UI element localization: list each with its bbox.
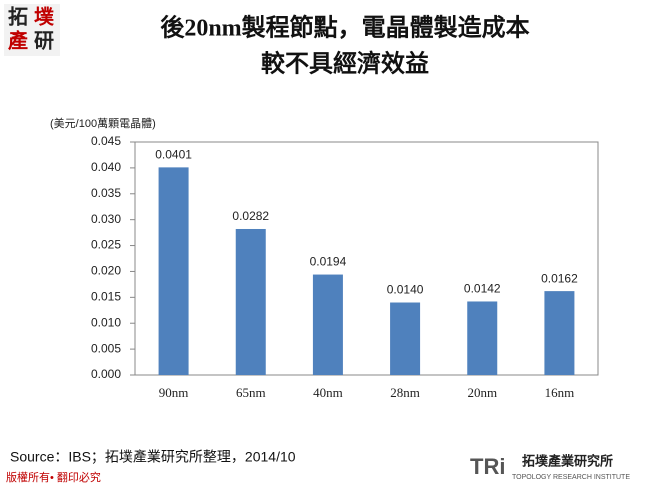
y-tick-label: 0.040 xyxy=(91,160,121,174)
y-axis-label: (美元/100萬顆電晶體) xyxy=(50,117,156,130)
brand-sub: TOPOLOGY RESEARCH INSTITUTE xyxy=(512,474,630,481)
logo-char: 拓 xyxy=(8,5,28,28)
logo: 拓 墣 產 研 xyxy=(4,4,60,56)
chart-title: 後20nm製程節點，電晶體製造成本 xyxy=(160,14,529,42)
data-label: 0.0282 xyxy=(232,209,269,223)
x-tick-label: 90nm xyxy=(159,385,189,400)
bar xyxy=(544,291,575,375)
bar xyxy=(390,302,421,375)
y-tick-label: 0.025 xyxy=(91,238,121,252)
data-label: 0.0142 xyxy=(464,282,501,296)
y-tick-label: 0.045 xyxy=(91,134,121,148)
bar xyxy=(158,167,189,375)
data-label: 0.0194 xyxy=(310,255,347,269)
chart-subtitle: 較不具經濟效益 xyxy=(261,50,429,78)
logo-bg xyxy=(4,4,60,56)
x-tick-label: 65nm xyxy=(236,385,266,400)
brand-mark: TRi xyxy=(470,454,505,479)
plot-frame xyxy=(134,141,599,376)
y-tick-label: 0.030 xyxy=(91,212,121,226)
x-tick-label: 28nm xyxy=(390,385,420,400)
data-label: 0.0401 xyxy=(155,148,192,162)
data-label: 0.0162 xyxy=(541,271,578,285)
y-tick-label: 0.010 xyxy=(91,315,121,329)
y-tick-label: 0.035 xyxy=(91,186,121,200)
x-tick-label: 16nm xyxy=(545,385,575,400)
y-tick-label: 0.005 xyxy=(91,341,121,355)
bar xyxy=(235,228,266,375)
y-tick-label: 0.020 xyxy=(91,264,121,278)
bar xyxy=(312,274,343,375)
logo-char: 研 xyxy=(34,30,54,52)
x-tick-label: 20nm xyxy=(467,385,497,400)
copyright: 版權所有• 翻印必究 xyxy=(6,470,101,484)
y-tick-label: 0.000 xyxy=(91,367,121,381)
data-label: 0.0140 xyxy=(387,283,424,297)
logo-char: 產 xyxy=(8,28,28,52)
brand-name: 拓墣產業研究所 xyxy=(522,453,613,468)
x-tick-label: 40nm xyxy=(313,385,343,400)
source-note: Source：IBS；拓墣產業研究所整理，2014/10 xyxy=(10,449,296,466)
y-tick-label: 0.015 xyxy=(91,290,121,304)
bar xyxy=(467,301,498,375)
logo-char: 墣 xyxy=(34,5,55,28)
